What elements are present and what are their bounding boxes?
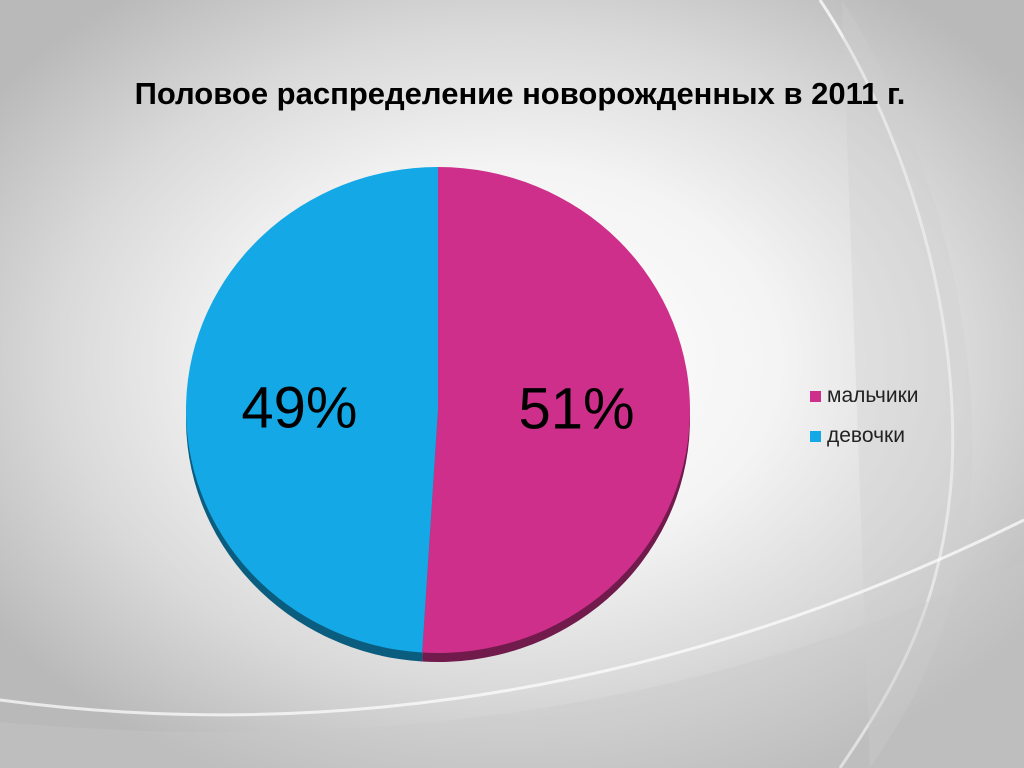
legend-swatch-boys [810,390,821,402]
slice-boys [422,167,690,653]
chart-title: Половое распределение новорожденных в 20… [134,76,906,111]
legend-label-girls: девочки [827,424,905,447]
chart-legend: мальчики девочки [810,385,1010,465]
data-label-boys: 51% [518,377,634,442]
legend-item-boys: мальчики [810,385,1010,407]
legend-swatch-girls [810,430,821,442]
data-label-girls: 49% [241,375,357,440]
legend-item-girls: девочки [810,425,1010,447]
legend-label-boys: мальчики [827,384,919,407]
slice-girls [185,167,438,653]
